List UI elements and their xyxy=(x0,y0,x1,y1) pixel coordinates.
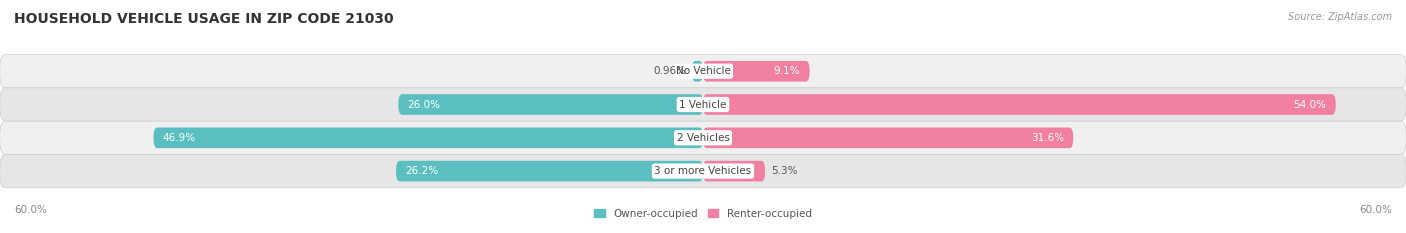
Legend: Owner-occupied, Renter-occupied: Owner-occupied, Renter-occupied xyxy=(591,205,815,223)
FancyBboxPatch shape xyxy=(0,154,1406,188)
FancyBboxPatch shape xyxy=(703,94,1336,115)
Text: 2 Vehicles: 2 Vehicles xyxy=(676,133,730,143)
Text: 31.6%: 31.6% xyxy=(1031,133,1064,143)
Text: No Vehicle: No Vehicle xyxy=(675,66,731,76)
Text: 54.0%: 54.0% xyxy=(1294,99,1326,110)
Text: 1 Vehicle: 1 Vehicle xyxy=(679,99,727,110)
FancyBboxPatch shape xyxy=(703,61,810,82)
FancyBboxPatch shape xyxy=(0,121,1406,154)
FancyBboxPatch shape xyxy=(692,61,703,82)
Text: 26.2%: 26.2% xyxy=(405,166,439,176)
Text: 0.96%: 0.96% xyxy=(652,66,686,76)
Text: Source: ZipAtlas.com: Source: ZipAtlas.com xyxy=(1288,12,1392,22)
FancyBboxPatch shape xyxy=(703,127,1073,148)
FancyBboxPatch shape xyxy=(398,94,703,115)
FancyBboxPatch shape xyxy=(0,55,1406,88)
Text: 46.9%: 46.9% xyxy=(163,133,195,143)
FancyBboxPatch shape xyxy=(396,161,703,182)
FancyBboxPatch shape xyxy=(153,127,703,148)
Text: 26.0%: 26.0% xyxy=(408,99,440,110)
Text: 60.0%: 60.0% xyxy=(1360,205,1392,215)
FancyBboxPatch shape xyxy=(703,161,765,182)
Text: HOUSEHOLD VEHICLE USAGE IN ZIP CODE 21030: HOUSEHOLD VEHICLE USAGE IN ZIP CODE 2103… xyxy=(14,12,394,26)
FancyBboxPatch shape xyxy=(0,88,1406,121)
Text: 3 or more Vehicles: 3 or more Vehicles xyxy=(654,166,752,176)
Text: 5.3%: 5.3% xyxy=(770,166,797,176)
Text: 60.0%: 60.0% xyxy=(14,205,46,215)
Text: 9.1%: 9.1% xyxy=(773,66,800,76)
